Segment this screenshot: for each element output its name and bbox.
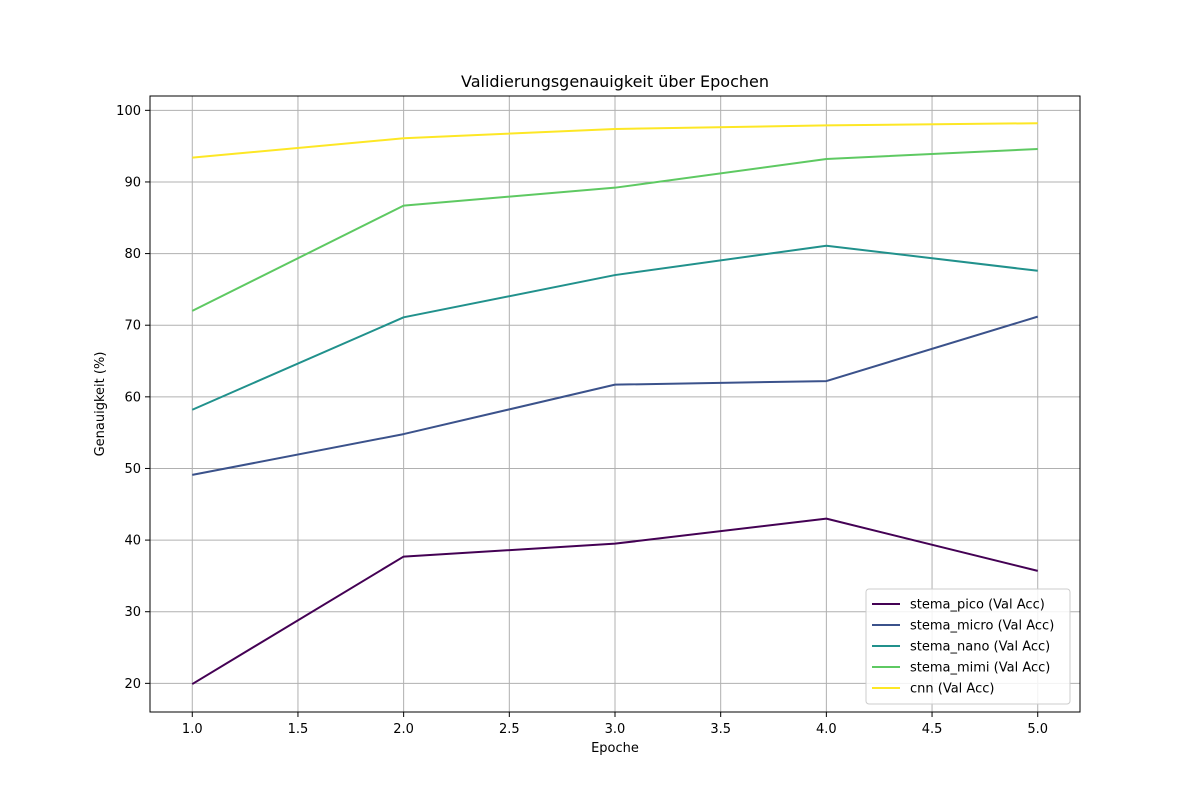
x-axis-label: Epoche — [591, 741, 639, 756]
y-tick-label: 50 — [124, 462, 141, 477]
y-tick-label: 40 — [124, 534, 141, 549]
series-line — [192, 315, 1039, 476]
y-tick-label: 70 — [124, 319, 141, 334]
y-tick-label: 60 — [124, 390, 141, 405]
y-tick-label: 90 — [124, 175, 141, 190]
y-tick-label: 30 — [124, 605, 141, 620]
chart-title: Validierungsgenauigkeit über Epochen — [461, 72, 769, 91]
x-tick-label: 4.5 — [922, 722, 943, 737]
y-axis-label: Genauigkeit (%) — [93, 352, 108, 457]
x-tick-label: 1.5 — [288, 722, 309, 737]
series-line — [191, 148, 1038, 312]
legend: stema_pico (Val Acc) stema_micro (Val Acc… — [865, 588, 1071, 705]
x-tick-label: 4.0 — [816, 722, 837, 737]
legend-entry: stema_micro (Val Acc) — [910, 619, 1054, 634]
legend-entry: cnn (Val Acc) — [910, 682, 994, 697]
x-tick-label: 2.0 — [393, 722, 414, 737]
series-line — [191, 517, 1038, 685]
x-axis: 1.0 1.5 2.0 2.5 3.0 3.5 4.0 4.5 5.0 — [182, 712, 1048, 737]
legend-entry: stema_pico (Val Acc) — [910, 598, 1045, 613]
y-axis: 20 30 40 50 60 70 80 90 100 — [116, 104, 150, 692]
legend-entry: stema_nano (Val Acc) — [910, 640, 1050, 655]
x-tick-label: 3.5 — [710, 722, 731, 737]
y-tick-label: 20 — [124, 677, 141, 692]
series-line — [192, 122, 1038, 159]
y-tick-label: 100 — [116, 104, 141, 119]
legend-box — [865, 588, 1071, 705]
series-lines — [191, 122, 1039, 685]
x-tick-label: 1.0 — [182, 722, 203, 737]
x-tick-label: 3.0 — [605, 722, 626, 737]
x-tick-label: 5.0 — [1027, 722, 1048, 737]
x-tick-label: 2.5 — [499, 722, 520, 737]
series-line — [191, 244, 1038, 411]
legend-entry: stema_mimi (Val Acc) — [910, 661, 1050, 676]
y-tick-label: 80 — [124, 247, 141, 262]
